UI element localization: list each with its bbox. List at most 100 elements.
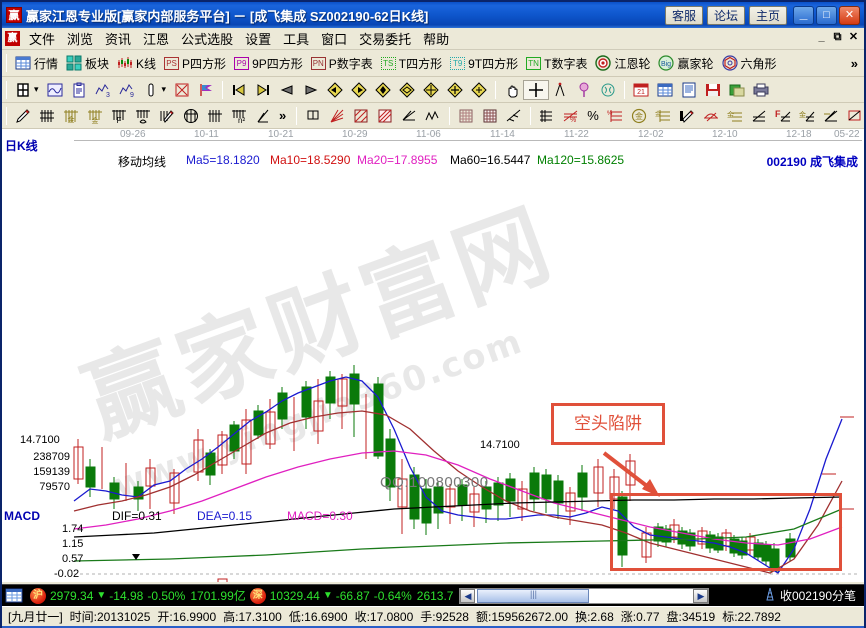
report-button[interactable] [677,81,701,99]
chart-canvas[interactable]: 09-26 10-11 10-21 10-29 11-06 11-14 11-2… [2,129,864,582]
grid2-button[interactable] [203,107,227,125]
close-button[interactable]: ✕ [839,5,860,25]
percent-button[interactable]: % [583,107,603,124]
red-frame-button[interactable] [843,107,866,125]
highlight-rectangle[interactable] [610,493,842,571]
expand-button[interactable] [419,81,443,99]
menu-item-tools[interactable]: 工具 [283,32,310,47]
angle-up-button[interactable] [747,107,771,125]
overlay-chart-button[interactable] [43,81,67,99]
toolbar-winner-wheel-button[interactable]: Big 赢家轮 [654,54,717,73]
menu-item-trade[interactable]: 交易委托 [359,32,412,47]
ladder-button[interactable] [535,107,559,125]
indicator-3-button[interactable]: 3 [91,81,115,99]
menu-item-formula-screen[interactable]: 公式选股 [181,32,234,47]
percent-red-button[interactable]: % [559,107,583,125]
crosshair-button[interactable] [523,79,550,100]
multi-line-button[interactable] [819,107,843,125]
formula-button[interactable] [170,81,194,99]
toolbar-9p-square-button[interactable]: P9 9P四方形 [230,54,307,73]
angle-button[interactable] [251,107,275,125]
pen-draw-button[interactable] [155,107,179,125]
dropdown-arrow2-icon[interactable]: ▾ [161,84,167,94]
period-button[interactable]: ▾ [11,81,43,99]
menu-item-window[interactable]: 窗口 [321,32,348,47]
square-grid-red-button[interactable] [373,107,397,125]
n-squared-button[interactable]: n² [227,107,251,125]
first-page-button[interactable] [227,81,251,99]
menu-item-news[interactable]: 资讯 [105,32,132,47]
arc-red-button[interactable] [699,107,723,125]
menu-item-help[interactable]: 帮助 [423,32,450,47]
toolbar-p-number-table-button[interactable]: PN P数字表 [307,54,377,73]
dropdown-arrow-icon[interactable]: ▾ [34,84,39,94]
mdi-close-icon[interactable]: ✕ [848,31,859,43]
scroll-right-button[interactable]: ▶ [693,588,709,603]
hand-pan-button[interactable] [500,81,524,99]
table-button[interactable] [653,81,677,99]
minimize-button[interactable]: _ [793,5,814,25]
customer-service-button[interactable]: 客服 [664,5,703,25]
prev-button[interactable] [275,81,299,99]
toolbar-sector-button[interactable]: 板块 [62,54,113,73]
next-button[interactable] [299,81,323,99]
gold-fan2-button[interactable]: 金 [83,107,107,125]
save-button[interactable] [701,81,725,99]
menu-item-browse[interactable]: 浏览 [67,32,94,47]
menu-item-file[interactable]: 文件 [29,32,56,47]
zoom-in-button[interactable] [371,81,395,99]
mdi-minimize-icon[interactable]: _ [818,31,825,43]
print-button[interactable] [749,81,773,99]
red-fan-button[interactable] [325,107,349,125]
toolbar-t-square-button[interactable]: TS T四方形 [377,54,446,73]
horizontal-scrollbar[interactable]: ◀ ▶ [459,587,710,604]
gold-lines-button[interactable]: 金 [651,107,675,125]
maximize-button[interactable]: □ [816,5,837,25]
toolbar-gann-wheel-button[interactable]: 江恩轮 [591,54,654,73]
toolbar3-overflow-button[interactable]: » [279,108,287,123]
last-page-button[interactable] [251,81,275,99]
mdi-restore-icon[interactable]: ⧉ [833,31,842,43]
fibonacci-button[interactable]: F [107,107,131,125]
homepage-button[interactable]: 主页 [748,5,787,25]
clipboard-button[interactable] [67,81,91,99]
circle-grid-button[interactable] [179,107,203,125]
square-red-button[interactable] [349,107,373,125]
scroll-thumb[interactable] [477,588,590,603]
menu-item-gann[interactable]: 江恩 [143,32,170,47]
compass-button[interactable] [548,81,572,99]
indicator-9-button[interactable]: 9 [115,81,139,99]
zoom-left-button[interactable] [323,81,347,99]
annotation-box[interactable]: 空头陷阱 [551,403,665,445]
tree-button[interactable] [572,81,596,99]
zoom-out-button[interactable] [395,81,419,99]
toolbar-t-number-table-button[interactable]: TN T数字表 [522,54,591,73]
brain-button[interactable] [596,81,620,99]
export-button[interactable] [725,81,749,99]
toolbar-p-square-button[interactable]: PS P四方形 [160,54,230,73]
pen-tool-button[interactable] [675,107,699,125]
scroll-left-button[interactable]: ◀ [460,588,476,603]
toolbar-hexagon-button[interactable]: 六角形 [718,54,781,73]
scroll-button[interactable] [467,81,491,99]
toolbar1-overflow-button[interactable]: » [850,55,858,71]
forum-button[interactable]: 论坛 [706,5,745,25]
pen-red-button[interactable] [11,107,35,125]
flag-button[interactable] [194,81,218,99]
angle-line-button[interactable] [397,107,421,125]
zoom-right-button[interactable] [347,81,371,99]
market-grid-icon[interactable] [5,588,23,604]
grid-table-button[interactable] [454,107,478,125]
gold-angle-button[interactable]: 金 [795,107,819,125]
zigzag-button[interactable] [421,107,445,125]
vertical-bar-button[interactable]: ▾ [139,81,171,99]
menu-item-settings[interactable]: 设置 [245,32,272,47]
toolbar-kline-button[interactable]: K线 [113,54,160,73]
grid-table2-button[interactable] [478,107,502,125]
toolbar-quotes-button[interactable]: 行情 [11,54,62,73]
grid-lines-button[interactable] [35,107,59,125]
percent-lines-button[interactable]: % [603,107,627,125]
calendar-button[interactable]: 21 [629,81,653,99]
move-button[interactable] [443,81,467,99]
spiral-button[interactable] [131,107,155,125]
